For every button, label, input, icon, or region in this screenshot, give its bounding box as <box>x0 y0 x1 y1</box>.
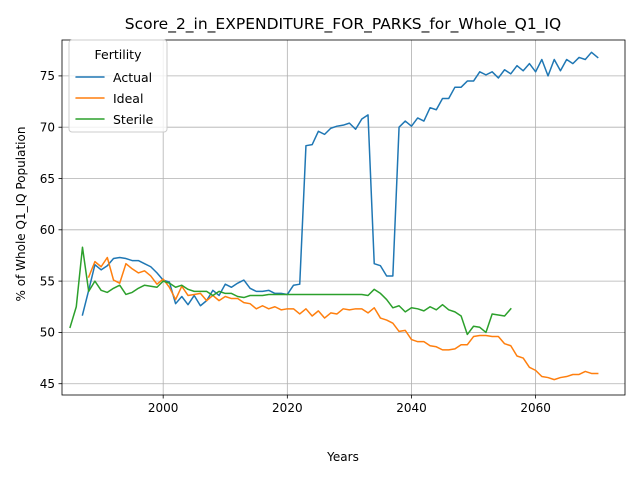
legend-label-sterile: Sterile <box>113 112 154 127</box>
x-tick-label: 2060 <box>520 401 551 415</box>
plot-frame <box>61 39 626 396</box>
y-tick-label: 60 <box>40 223 55 237</box>
legend-box <box>68 39 168 133</box>
series-line-ideal <box>87 256 599 381</box>
x-axis-label: Years <box>326 450 359 464</box>
y-tick-label: 70 <box>40 121 55 135</box>
y-tick-label: 75 <box>40 69 55 83</box>
axis-ticks: 2000 2020 2040 2060 45 50 55 60 65 70 75 <box>40 69 551 415</box>
series-line-actual <box>81 51 599 316</box>
series-lines <box>69 51 599 381</box>
legend: Fertility Actual Ideal Sterile <box>68 39 168 133</box>
x-tick-label: 2000 <box>148 401 179 415</box>
x-tick-label: 2020 <box>272 401 303 415</box>
series-line-sterile <box>69 246 512 336</box>
legend-label-ideal: Ideal <box>113 91 143 106</box>
legend-title: Fertility <box>95 47 143 62</box>
y-tick-label: 55 <box>40 274 55 288</box>
grid-lines <box>62 40 625 395</box>
y-tick-label: 50 <box>40 326 55 340</box>
legend-label-actual: Actual <box>113 70 152 85</box>
chart-title: Score_2_in_EXPENDITURE_FOR_PARKS_for_Who… <box>125 15 561 34</box>
y-axis-label: % of Whole Q1_IQ Population <box>14 127 28 302</box>
y-tick-label: 65 <box>40 172 55 186</box>
x-tick-label: 2040 <box>396 401 427 415</box>
y-tick-label: 45 <box>40 377 55 391</box>
